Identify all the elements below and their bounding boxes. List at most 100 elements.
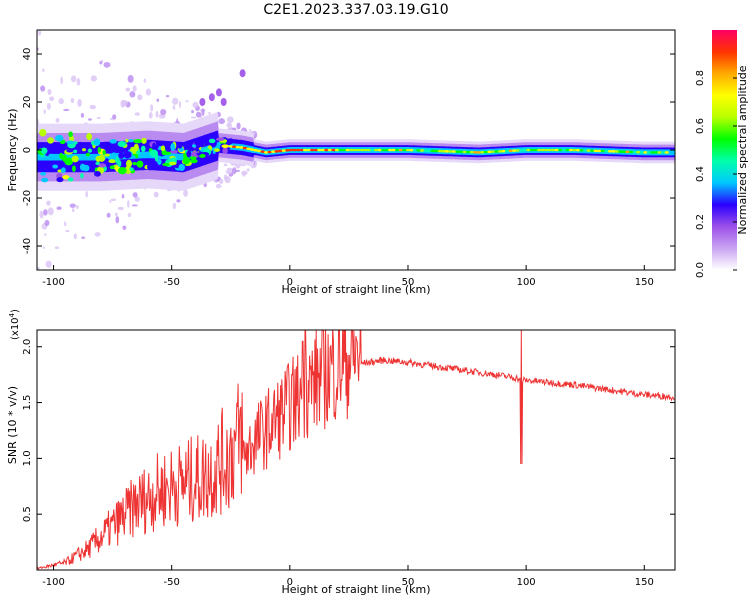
spectral-blob [317,148,322,152]
spectral-blob [219,178,224,185]
colorbar-label: Normalized spectral amplitude [736,65,749,234]
spectral-blob [292,148,297,152]
spectral-blob [377,148,382,152]
spectral-blob [153,191,159,198]
spectral-blob [117,141,127,147]
spectral-blob [133,143,139,152]
spectrogram-area [37,30,675,270]
spectral-blob [141,137,147,144]
spectral-blob [127,212,132,218]
spectral-blob [288,148,294,152]
spectral-blob [281,149,287,152]
x-tick-label: 150 [635,577,654,588]
spectral-blob [79,163,86,171]
spectral-blob [76,77,81,86]
spectral-blob [208,93,215,102]
spectral-blob [241,170,248,176]
spectral-blob [37,266,40,270]
spectral-blob [331,148,336,152]
x-tick-label: -100 [42,577,65,588]
spectral-blob [135,154,139,159]
spectral-blob [96,116,101,119]
spectral-blob [215,183,222,189]
spectral-blob [109,199,112,203]
spectral-blob [586,149,591,152]
spectral-blob [278,149,283,153]
spectral-blob [69,135,74,143]
spectral-blob [183,189,188,197]
spectral-blob [558,148,563,152]
spectral-blob [363,148,368,152]
spectral-blob [201,108,205,117]
spectral-blob [285,148,290,152]
x-tick-label: 50 [402,577,415,588]
spectral-blob [99,60,103,65]
spectral-blob [213,148,221,152]
spectral-blob [54,246,60,250]
snr-scale-close: ) [10,309,21,313]
spectral-blob [109,165,115,170]
spectral-blob [64,221,67,227]
spectral-blob [430,149,435,153]
spectral-blob [402,148,407,152]
spectral-blob [324,148,329,152]
spectral-blob [60,167,66,174]
snr-panel: -100 -50 0 50 100 150 0.5 1.0 1.5 2.0 Height of … [6,309,676,596]
spectral-blob [132,192,138,198]
spectral-blob [189,156,197,160]
spectral-blob [409,148,414,152]
colorbar-tick-label: 0.4 [695,166,706,182]
spectral-blob [71,208,75,213]
spectral-blob [551,148,556,152]
spectral-blob [629,150,634,154]
spectral-blob [66,149,74,153]
spectral-blob [111,152,117,157]
spectral-blob [86,133,93,141]
spectral-blob [218,118,225,125]
spectral-blob [112,114,117,120]
spectral-blob [114,212,118,217]
spectral-blob [242,146,248,150]
spectral-blob [522,148,528,152]
snr-y-ticks: 0.5 1.0 1.5 2.0 [22,339,675,522]
spectral-blob [191,110,194,114]
spectral-blob [70,75,77,83]
spectral-blob [572,148,577,152]
spectral-blob [370,148,375,152]
spectral-blob [600,149,606,153]
spectral-blob [405,148,411,152]
spectral-blob [160,109,167,116]
spectral-blob [134,196,140,202]
snr-x-label: Height of straight line (km) [281,583,430,596]
spectral-blob [246,168,250,172]
spectral-blob [246,147,251,151]
x-tick-label: 150 [635,277,654,288]
colorbar-tick-label: 0.6 [695,118,706,134]
spectral-blob [66,140,75,145]
spectral-blob [643,151,648,154]
y-tick-label: 20 [22,96,33,109]
spectral-blob [182,156,191,165]
spectral-blob [423,149,428,152]
spectral-blob [223,163,228,167]
spectral-blob [664,151,669,154]
spectral-blob [87,148,93,153]
spectral-blob [189,158,198,164]
spectrogram-y-label: Frequency (Hz) [6,109,19,192]
spectral-blob [143,78,147,83]
spectral-blob [565,148,570,152]
spectral-blob [47,137,54,144]
spectral-blob [536,148,542,152]
spectral-blob [568,148,574,152]
spectral-blob [75,204,79,210]
spectral-blob [67,177,74,182]
spectral-blob [168,161,177,166]
y-tick-label: 40 [22,48,33,61]
spectral-blob [302,148,308,152]
spectral-blob [341,148,347,152]
spectral-blob [412,148,418,152]
spectral-blob [73,233,77,240]
spectral-blob [49,96,55,101]
spectral-blob [191,144,197,148]
spectral-blob [117,167,127,175]
